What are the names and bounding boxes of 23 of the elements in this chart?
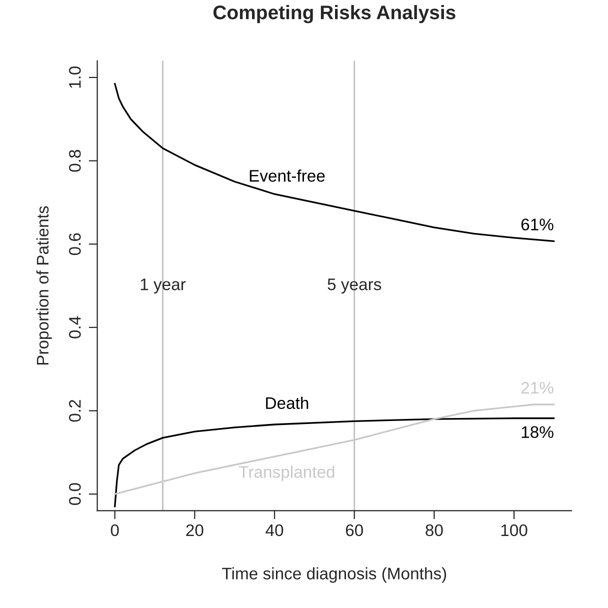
x-tick-label: 100 xyxy=(501,524,528,536)
x-tick-label: 40 xyxy=(266,524,284,536)
y-tick-label: 0.2 xyxy=(68,400,81,422)
x-axis-title: Time since diagnosis (Months) xyxy=(222,567,446,583)
line-series xyxy=(114,417,555,508)
ref-line-label: 1 year xyxy=(140,278,186,294)
chart-title: Competing Risks Analysis xyxy=(213,5,456,24)
data-label: 18% xyxy=(522,426,554,438)
data-label: 61% xyxy=(521,218,554,230)
line-series xyxy=(114,82,555,242)
series-label: Death xyxy=(266,396,308,409)
y-tick-label: 0.6 xyxy=(68,233,81,256)
series-label: Event-free xyxy=(250,170,325,182)
x-tick-label: 20 xyxy=(186,524,204,536)
ref-line-label: 5 years xyxy=(328,278,382,294)
y-tick-label: 0.4 xyxy=(68,316,81,338)
y-axis-title: Proportion of Patients xyxy=(36,206,52,365)
x-tick-label: 60 xyxy=(346,524,363,536)
y-tick-label: 1.0 xyxy=(68,66,81,88)
x-tick-label: 80 xyxy=(426,524,443,536)
x-tick-label: 0 xyxy=(110,524,119,536)
y-tick-label: 0.0 xyxy=(68,483,81,505)
y-tick-label: 0.8 xyxy=(68,150,81,172)
